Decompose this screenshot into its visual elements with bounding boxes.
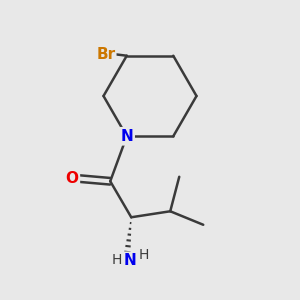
Text: H: H bbox=[112, 253, 122, 267]
Text: Br: Br bbox=[96, 47, 115, 62]
Text: N: N bbox=[123, 253, 136, 268]
Text: O: O bbox=[66, 171, 79, 186]
Text: N: N bbox=[120, 129, 133, 144]
Text: H: H bbox=[139, 248, 149, 262]
